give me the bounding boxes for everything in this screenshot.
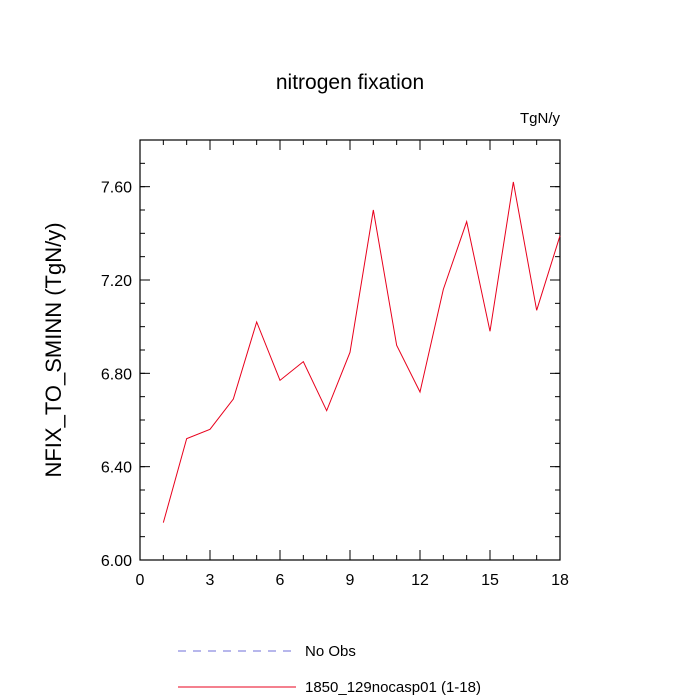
x-tick-label: 12 bbox=[411, 572, 429, 589]
legend-label: 1850_129nocasp01 (1-18) bbox=[305, 679, 481, 696]
y-axis-label: NFIX_TO_SMINN (TgN/y) bbox=[41, 222, 66, 477]
series-layer bbox=[162, 181, 561, 523]
units-label: TgN/y bbox=[520, 110, 561, 127]
y-tick-label: 6.80 bbox=[101, 366, 132, 383]
axis-tick-labels: 0 3 6 9 12 15 18 6.00 6.40 6.80 7.20 7.60 bbox=[101, 180, 569, 589]
legend: No Obs 1850_129nocasp01 (1-18) bbox=[178, 643, 481, 696]
x-tick-label: 3 bbox=[206, 572, 215, 589]
x-tick-label: 15 bbox=[481, 572, 499, 589]
x-tick-label: 0 bbox=[136, 572, 145, 589]
axis-ticks bbox=[139, 139, 561, 561]
series-line bbox=[162, 181, 561, 523]
legend-label: No Obs bbox=[305, 643, 356, 660]
chart-title: nitrogen fixation bbox=[276, 71, 424, 94]
y-tick-label: 7.60 bbox=[101, 180, 132, 197]
y-tick-label: 7.20 bbox=[101, 273, 132, 290]
x-tick-label: 6 bbox=[276, 572, 285, 589]
x-tick-label: 18 bbox=[551, 572, 569, 589]
x-tick-label: 9 bbox=[346, 572, 355, 589]
y-tick-label: 6.40 bbox=[101, 460, 132, 477]
y-tick-label: 6.00 bbox=[101, 553, 132, 570]
